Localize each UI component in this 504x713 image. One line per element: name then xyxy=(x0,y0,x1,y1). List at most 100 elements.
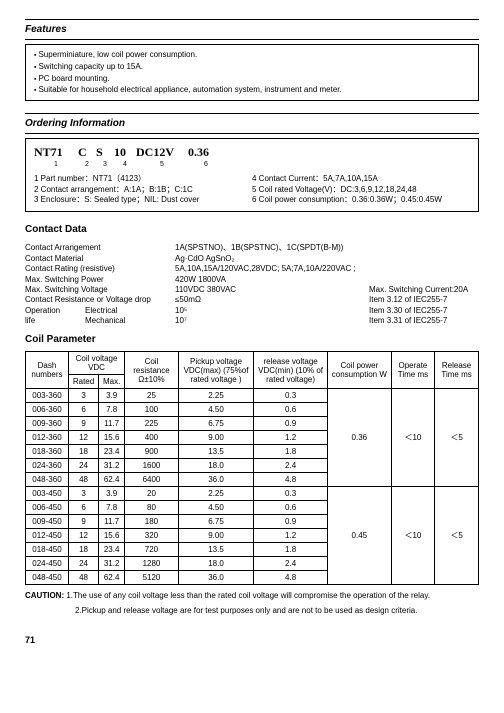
cell: 048-450 xyxy=(26,571,69,585)
label: Max. Switching Voltage xyxy=(25,285,175,295)
cell: 012-360 xyxy=(26,431,69,445)
features-list: Superminiature, low coil power consumpti… xyxy=(34,49,470,96)
cell: 5120 xyxy=(125,571,179,585)
cell: 009-360 xyxy=(26,417,69,431)
th-pickup: Pickup voltage VDC(max) (75%of rated vol… xyxy=(178,352,253,389)
cell: 2.4 xyxy=(254,557,328,571)
cell: 225 xyxy=(125,417,179,431)
table-row: 003-36033.9252.250.30.36＜10＜5 xyxy=(26,389,479,403)
cell: 6 xyxy=(68,501,98,515)
th-volt: Coil voltage VDC xyxy=(68,352,124,375)
right: Item 3.30 of IEC255-7 xyxy=(369,306,479,316)
ordering-right: 4 Contact Current：5A,7A,10A,15A5 Coil ra… xyxy=(252,174,470,205)
coil-table: Dash numbers Coil voltage VDC Coil resis… xyxy=(25,351,479,585)
cell: 4.8 xyxy=(254,571,328,585)
cell: 6.75 xyxy=(178,417,253,431)
cell: 9 xyxy=(68,515,98,529)
cell: 3 xyxy=(68,487,98,501)
part-nums: 123456 xyxy=(34,161,470,168)
cell: 180 xyxy=(125,515,179,529)
cell: 4.50 xyxy=(178,403,253,417)
ordering-line: 4 Contact Current：5A,7A,10A,15A xyxy=(252,174,470,184)
cell: 003-450 xyxy=(26,487,69,501)
cell: 2.25 xyxy=(178,487,253,501)
label: life xyxy=(25,316,85,326)
cell: 9 xyxy=(68,417,98,431)
cell: 1.8 xyxy=(254,543,328,557)
caution-label: CAUTION: xyxy=(25,591,64,600)
cell: 400 xyxy=(125,431,179,445)
label: Operation xyxy=(25,306,85,316)
cell: 24 xyxy=(68,557,98,571)
cell: 024-360 xyxy=(26,459,69,473)
cell: 9.00 xyxy=(178,529,253,543)
ordering-columns: 1 Part number：NT71（4123）2 Contact arrang… xyxy=(34,174,470,205)
cell: 024-450 xyxy=(26,557,69,571)
ordering-line: 6 Coil power consumption：0.36:0.36W；0.45… xyxy=(252,195,470,205)
rule xyxy=(25,133,479,134)
coil-title: Coil Parameter xyxy=(25,334,479,345)
cell: 36.0 xyxy=(178,571,253,585)
part-line: NT71CS10DC12V0.36 xyxy=(34,145,470,160)
cell: 3.9 xyxy=(99,389,125,403)
cell: 11.7 xyxy=(99,515,125,529)
cell: 1.2 xyxy=(254,529,328,543)
th-reltime: Release Time ms xyxy=(435,352,479,389)
cell: 7.8 xyxy=(99,501,125,515)
table-row: 003-45033.9202.250.30.45＜10＜5 xyxy=(26,487,479,501)
cell: 4.50 xyxy=(178,501,253,515)
cell: 23.4 xyxy=(99,543,125,557)
th-operate: Operate Time ms xyxy=(391,352,434,389)
cell: 18.0 xyxy=(178,557,253,571)
cell: 12 xyxy=(68,529,98,543)
feature-item: Suitable for household electrical applia… xyxy=(34,84,470,96)
right: Item 3.31 of IEC255-7 xyxy=(369,316,479,326)
cell: 2.4 xyxy=(254,459,328,473)
value: 1A(SPSTNO)、1B(SPSTNC)、1C(SPDT(B-M)) xyxy=(175,243,479,253)
cell: 018-450 xyxy=(26,543,69,557)
cell: 720 xyxy=(125,543,179,557)
cell: 13.5 xyxy=(178,445,253,459)
caution: CAUTION: 1.The use of any coil voltage l… xyxy=(25,591,479,615)
cell: 0.3 xyxy=(254,487,328,501)
contact-title: Contact Data xyxy=(25,224,479,235)
cell: 003-360 xyxy=(26,389,69,403)
cell-release: ＜5 xyxy=(435,389,479,487)
cell: 62.4 xyxy=(99,473,125,487)
ordering-line: 5 Coil rated Voltage(V)：DC:3,6,9,12,18,2… xyxy=(252,185,470,195)
value: 10⁵ xyxy=(175,306,369,316)
label: Contact Rating (resistive) xyxy=(25,264,175,274)
caution-1: 1.The use of any coil voltage less than … xyxy=(66,591,430,600)
cell: 900 xyxy=(125,445,179,459)
ordering-line: 1 Part number：NT71（4123） xyxy=(34,174,252,184)
cell: 15.6 xyxy=(99,431,125,445)
cell: 0.6 xyxy=(254,403,328,417)
cell: 25 xyxy=(125,389,179,403)
contact-data: Contact Arrangement1A(SPSTNO)、1B(SPSTNC)… xyxy=(25,243,479,326)
cell: 0.3 xyxy=(254,389,328,403)
cell: 048-360 xyxy=(26,473,69,487)
th-max: Max. xyxy=(99,375,125,389)
cell-operate: ＜10 xyxy=(391,389,434,487)
cell-operate: ＜10 xyxy=(391,487,434,585)
value: 110VDC 380VAC xyxy=(175,285,369,295)
top-rule xyxy=(25,19,479,20)
cell: 3.9 xyxy=(99,487,125,501)
cell: 1600 xyxy=(125,459,179,473)
cell: 31.2 xyxy=(99,459,125,473)
cell-power: 0.36 xyxy=(327,389,391,487)
sublabel: Electrical xyxy=(85,306,175,316)
cell: 6400 xyxy=(125,473,179,487)
right: Max. Switching Current:20A xyxy=(369,285,479,295)
label: Contact Arrangement xyxy=(25,243,175,253)
cell: 006-360 xyxy=(26,403,69,417)
value: 420W 1800VA xyxy=(175,275,479,285)
page-number: 71 xyxy=(25,635,479,645)
cell: 1280 xyxy=(125,557,179,571)
cell: 0.6 xyxy=(254,501,328,515)
cell: 62.4 xyxy=(99,571,125,585)
th-res: Coil resistance Ω±10% xyxy=(125,352,179,389)
cell: 1.8 xyxy=(254,445,328,459)
cell: 0.9 xyxy=(254,417,328,431)
cell: 48 xyxy=(68,473,98,487)
